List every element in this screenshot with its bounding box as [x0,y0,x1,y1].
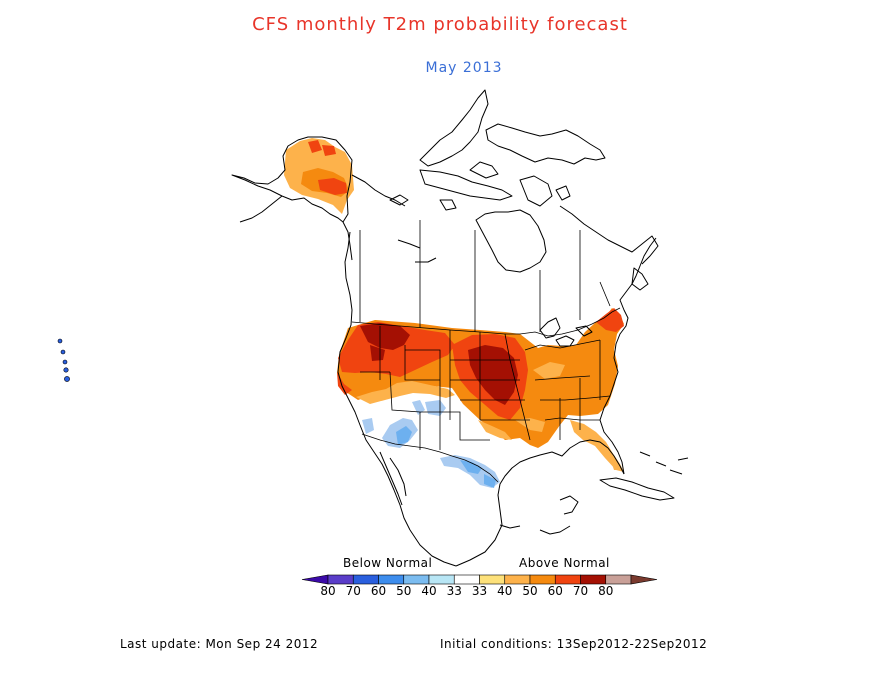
yucatan [559,495,579,515]
arctic-5 [519,175,553,207]
legend-tick-label: 60 [371,584,386,598]
cuba [599,477,675,501]
alaska-peninsula [239,195,283,223]
bahamas [639,451,689,475]
map-subtitle: May 2013 [425,60,503,76]
below-normal-regions [362,400,500,488]
mexico-coast [409,439,625,567]
arctic-2 [485,123,606,165]
state-lines-w [360,326,490,450]
legend-tick-label: 50 [396,584,411,598]
legend-swatch [403,574,430,585]
legend-tick-label: 40 [421,584,436,598]
alaska-north-above-60 [308,140,322,153]
legend: 80 70 60 50 40 33 33 40 50 60 70 80 [301,574,658,598]
colorado-below-40 [425,400,446,416]
florida-south-above-40 [608,452,622,470]
legend-swatch [580,574,607,585]
legend-swatch [453,574,480,585]
conus-above-40-mid [515,418,545,432]
labrador [559,205,659,265]
montana-above-70 [360,323,410,350]
canada-prov [359,220,611,332]
state-lines-e [524,339,611,440]
legend-tick-label: 40 [497,584,512,598]
hudson-bay [475,209,547,273]
above-normal-regions [284,138,624,472]
alaska-panhandle [342,221,353,261]
legend-arrow-left [301,574,329,585]
legend-tick-label: 80 [598,584,613,598]
arctic-7 [389,194,409,206]
map-title: CFS monthly T2m probability forecast [252,14,628,35]
legend-swatch [504,574,531,585]
conus-above-40-south [356,381,455,404]
idaho-above-70 [370,345,385,361]
legend-tick-label: 60 [548,584,563,598]
legend-color-bar [301,574,658,585]
arctic-3 [419,169,513,201]
legend-swatch [428,574,455,585]
legend-tick-label: 80 [320,584,335,598]
legend-swatch [378,574,405,585]
arctic-1 [419,89,489,167]
initial-conditions-text: Initial conditions: 13Sep2012-22Sep2012 [440,637,708,651]
legend-tick-label: 70 [573,584,588,598]
texas-below-50 [460,460,482,474]
island-west [397,239,437,263]
arizona-below-50 [396,426,412,445]
california-below-40 [362,418,374,434]
arctic-6 [555,185,571,201]
wa-coast-above-60 [337,372,352,395]
legend-swatch [479,574,506,585]
us-canada-border [351,307,621,337]
legend-swatch [529,574,556,585]
east-coast [599,237,657,475]
legend-swatch [327,574,354,585]
coastlines [231,89,689,567]
legend-swatch [605,574,632,585]
arctic-8 [439,199,457,211]
alaska-outline [231,136,353,223]
alaska-above-60 [318,178,347,195]
legend-arrow-right [630,574,658,585]
alaska-north2-above-60 [322,145,336,156]
texas-south-below-50 [484,474,496,488]
state-borders [351,220,621,483]
arctic-4 [469,161,499,179]
central-america [499,524,571,535]
hawaii-islands [57,338,70,382]
great-lakes [539,317,593,347]
last-update-text: Last update: Mon Sep 24 2012 [120,637,319,651]
legend-tick-label: 33 [472,584,487,598]
legend-tick-label: 33 [447,584,462,598]
conus-above-40-east [533,362,565,379]
conus-above-40-midsouth [478,420,512,440]
legend-above-label: Above Normal [519,556,610,570]
newfoundland [631,267,649,291]
legend-below-label: Below Normal [343,556,433,570]
utah-below-40 [412,400,425,415]
legend-swatch [554,574,581,585]
northeast-above-60 [596,308,624,332]
legend-tick-label: 70 [346,584,361,598]
legend-tick-label: 50 [522,584,537,598]
us-mexico-border [361,433,499,483]
state-lines-c [449,330,531,441]
west-coast [337,174,411,531]
legend-tick-labels: 80 70 60 50 40 33 33 40 50 60 70 80 [320,584,613,598]
legend-swatch [352,574,379,585]
baja-outline [379,451,407,506]
